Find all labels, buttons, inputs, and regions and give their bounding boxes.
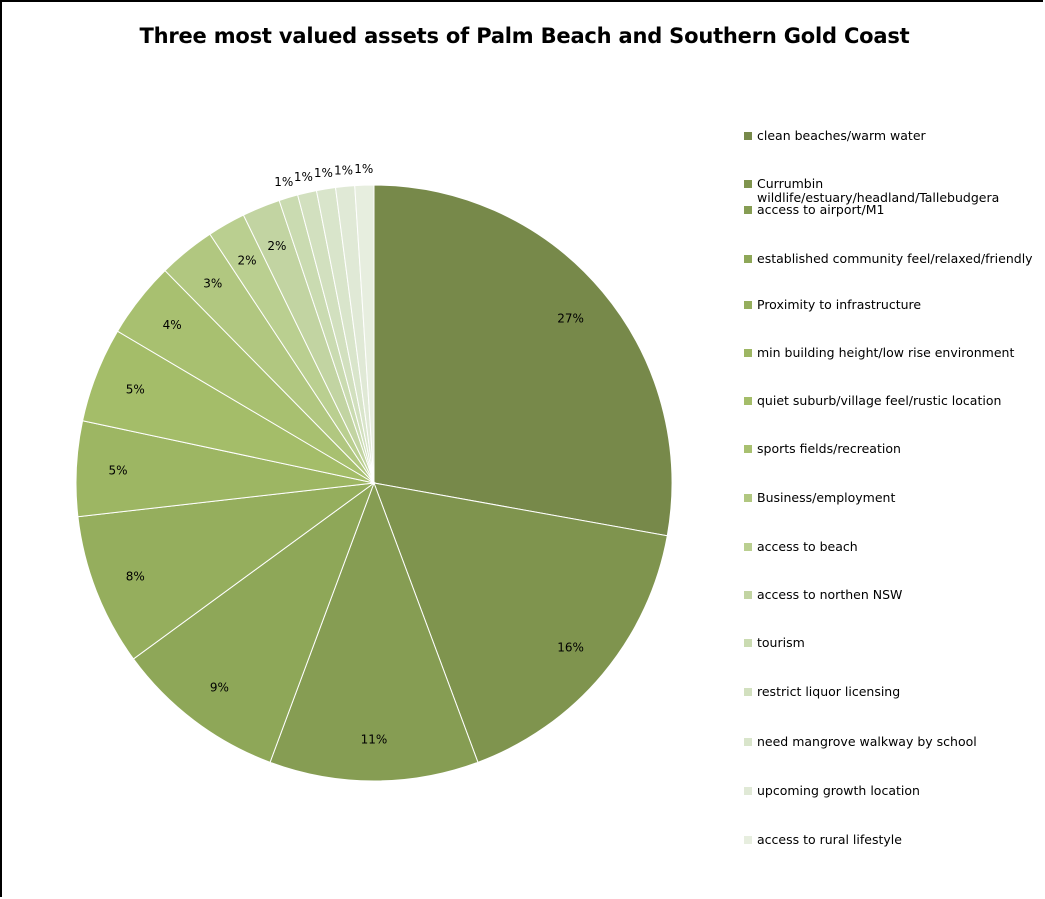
data-label-5: 8% <box>126 569 145 583</box>
legend-swatch <box>744 206 752 214</box>
legend-swatch <box>744 738 752 746</box>
legend-label: clean beaches/warm water <box>757 128 926 143</box>
legend-label: restrict liquor licensing <box>757 684 901 699</box>
legend-label: access to beach <box>757 539 858 554</box>
data-label-14: 1% <box>314 166 333 180</box>
legend-swatch <box>744 445 752 453</box>
data-label-7: 5% <box>126 383 145 397</box>
data-label-4: 9% <box>210 680 229 694</box>
pie-chart: 27%16%11%9%8%5%5%4%3%2%2%1% 1% 1% 1% 1% <box>75 162 673 782</box>
data-label-15: 1% <box>334 163 353 177</box>
legend-swatch <box>744 255 752 263</box>
legend-swatch <box>744 787 752 795</box>
data-label-10: 2% <box>238 253 257 267</box>
pie-slice-5 <box>77 482 376 660</box>
legend-label: established community feel/relaxed/frien… <box>757 251 1033 266</box>
data-label-6: 5% <box>108 464 127 478</box>
legend-swatch <box>744 180 752 188</box>
legend-label: access to airport/M1 <box>757 202 885 217</box>
legend-swatch <box>744 132 752 140</box>
data-label-8: 4% <box>163 318 182 332</box>
legend-swatch <box>744 543 752 551</box>
chart-title: Three most valued assets of Palm Beach a… <box>139 24 910 48</box>
legend: clean beaches/warm water Currumbin wildli… <box>744 2 1043 897</box>
data-label-9: 3% <box>203 277 222 291</box>
pie-slice-1 <box>373 184 673 537</box>
legend-label: need mangrove walkway by school <box>757 734 977 749</box>
data-label-3: 11% <box>361 732 388 746</box>
legend-swatch <box>744 688 752 696</box>
data-label-13: 1% <box>294 170 313 184</box>
pie-slice-3 <box>269 481 479 782</box>
data-label-16: 1% <box>354 162 373 176</box>
legend-label: access to northen NSW <box>757 587 903 602</box>
data-label-11: 2% <box>267 239 286 253</box>
pie-slice-4 <box>132 481 376 763</box>
legend-label: tourism <box>757 635 805 650</box>
legend-label: min building height/low rise environment <box>757 345 1015 360</box>
data-label-1: 27% <box>557 312 584 326</box>
legend-label: Business/employment <box>757 490 896 505</box>
pie-slice-2 <box>373 482 668 763</box>
legend-label: upcoming growth location <box>757 783 920 798</box>
data-label-12: 1% <box>274 175 293 189</box>
legend-swatch <box>744 836 752 844</box>
legend-label: sports fields/recreation <box>757 441 901 456</box>
legend-swatch <box>744 494 752 502</box>
legend-swatch <box>744 397 752 405</box>
legend-label: access to rural lifestyle <box>757 832 902 847</box>
legend-swatch <box>744 591 752 599</box>
legend-swatch <box>744 349 752 357</box>
legend-swatch <box>744 301 752 309</box>
legend-label: Currumbin wildlife/estuary/headland/Tall… <box>757 176 1000 205</box>
data-label-2: 16% <box>557 640 584 654</box>
legend-label: quiet suburb/village feel/rustic locatio… <box>757 393 1002 408</box>
pie-slice-16 <box>354 184 375 484</box>
legend-swatch <box>744 639 752 647</box>
legend-label: Proximity to infrastructure <box>757 297 922 312</box>
